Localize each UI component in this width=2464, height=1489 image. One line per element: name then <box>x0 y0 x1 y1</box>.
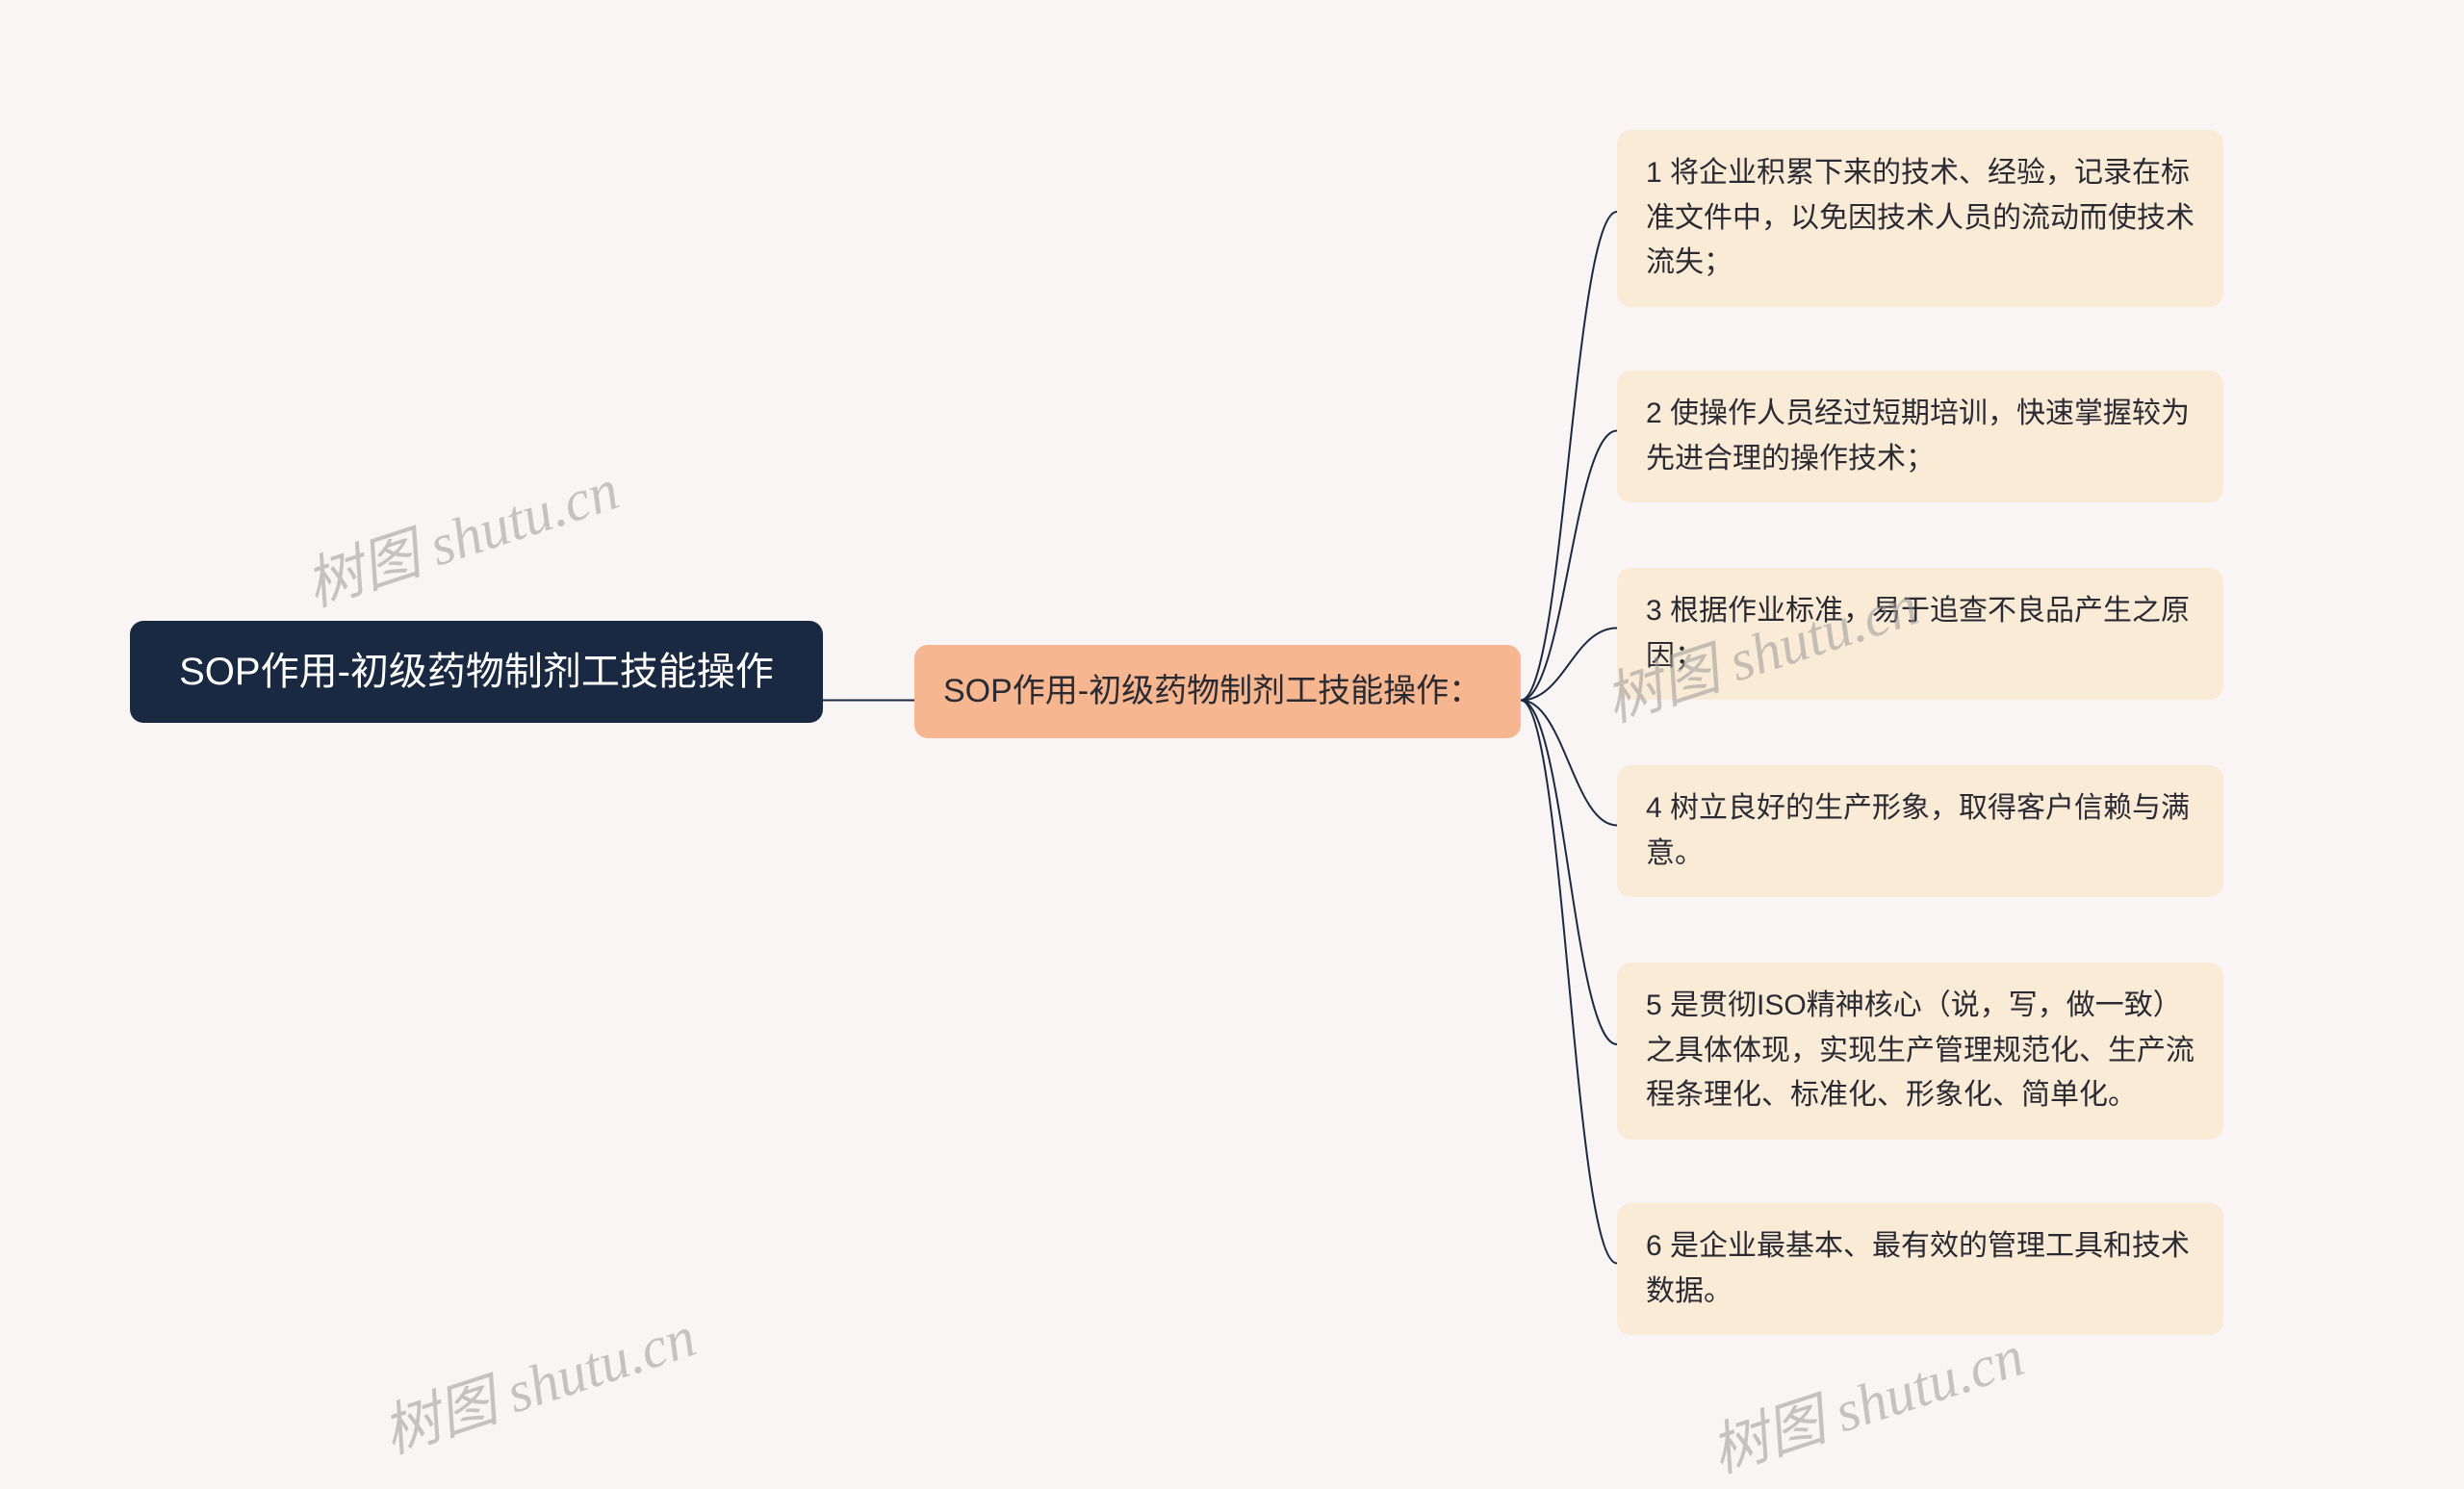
watermark: 树图 shutu.cn <box>1699 1309 2033 1489</box>
leaf-node-4: 4 树立良好的生产形象，取得客户信赖与满意。 <box>1617 765 2223 897</box>
leaf-node-6: 6 是企业最基本、最有效的管理工具和技术数据。 <box>1617 1203 2223 1335</box>
watermark: 树图 shutu.cn <box>371 1290 705 1470</box>
root-node: SOP作用-初级药物制剂工技能操作 <box>130 621 823 723</box>
leaf-node-5: 5 是贯彻ISO精神核心（说，写，做一致）之具体体现，实现生产管理规范化、生产流… <box>1617 963 2223 1140</box>
mid-node: SOP作用-初级药物制剂工技能操作： <box>914 645 1521 738</box>
leaf-node-1: 1 将企业积累下来的技术、经验，记录在标准文件中，以免因技术人员的流动而使技术流… <box>1617 130 2223 307</box>
leaf-node-2: 2 使操作人员经过短期培训，快速掌握较为先进合理的操作技术； <box>1617 371 2223 502</box>
watermark: 树图 shutu.cn <box>294 443 628 623</box>
leaf-node-3: 3 根据作业标准，易于追查不良品产生之原因； <box>1617 568 2223 700</box>
mindmap-canvas: SOP作用-初级药物制剂工技能操作 SOP作用-初级药物制剂工技能操作： 1 将… <box>0 0 2464 1399</box>
